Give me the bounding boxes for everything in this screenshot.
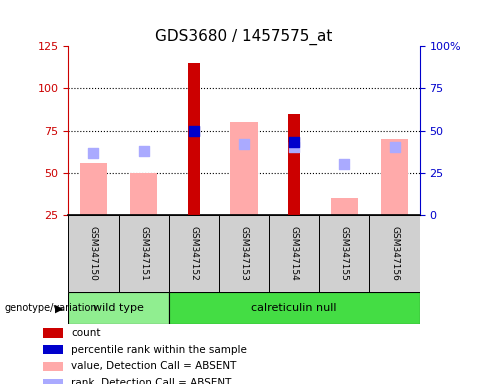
Bar: [187, 63, 200, 215]
Point: [341, 161, 348, 167]
Text: value, Detection Call = ABSENT: value, Detection Call = ABSENT: [71, 361, 237, 371]
Text: calreticulin null: calreticulin null: [251, 303, 337, 313]
Bar: [43, 345, 62, 354]
Text: GSM347156: GSM347156: [390, 226, 399, 281]
Bar: [381, 139, 408, 215]
Point: [89, 149, 97, 156]
Text: GSM347154: GSM347154: [290, 226, 299, 281]
Bar: [169, 292, 420, 324]
Bar: [43, 362, 62, 371]
Bar: [319, 215, 369, 292]
Point: [140, 148, 147, 154]
Text: percentile rank within the sample: percentile rank within the sample: [71, 345, 247, 355]
Bar: [169, 215, 219, 292]
Point: [290, 139, 298, 146]
Bar: [330, 198, 358, 215]
Bar: [369, 215, 420, 292]
Bar: [230, 122, 258, 215]
Text: GSM347150: GSM347150: [89, 226, 98, 281]
Bar: [68, 215, 119, 292]
Point: [391, 144, 399, 151]
Text: count: count: [71, 328, 101, 338]
Bar: [43, 379, 62, 384]
Point: [290, 144, 298, 151]
Bar: [269, 215, 319, 292]
Point: [190, 127, 198, 134]
Text: genotype/variation: genotype/variation: [5, 303, 98, 313]
Bar: [288, 114, 301, 215]
Text: GSM347153: GSM347153: [240, 226, 248, 281]
Title: GDS3680 / 1457575_at: GDS3680 / 1457575_at: [155, 28, 333, 45]
Text: GSM347151: GSM347151: [139, 226, 148, 281]
Bar: [80, 163, 107, 215]
Text: wild type: wild type: [93, 303, 144, 313]
Bar: [68, 292, 169, 324]
Bar: [43, 328, 62, 338]
Point: [240, 141, 248, 147]
Bar: [219, 215, 269, 292]
Text: GSM347152: GSM347152: [189, 226, 198, 281]
Bar: [130, 173, 158, 215]
Text: GSM347155: GSM347155: [340, 226, 349, 281]
Text: rank, Detection Call = ABSENT: rank, Detection Call = ABSENT: [71, 378, 232, 384]
Bar: [119, 215, 169, 292]
Text: ▶: ▶: [55, 303, 63, 313]
